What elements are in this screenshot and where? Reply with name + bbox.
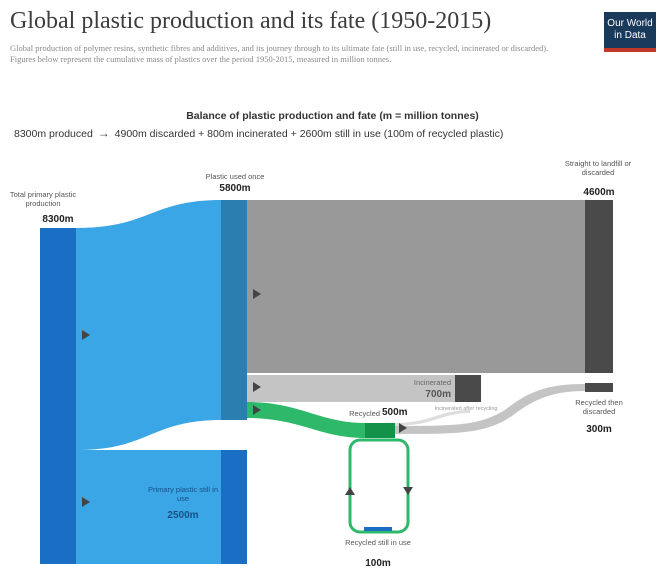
arrow-recycled-icon xyxy=(253,405,261,415)
balance-fate: 4900m discarded + 800m incinerated + 260… xyxy=(114,128,504,140)
arrow-loop-down-icon xyxy=(403,487,413,495)
value-recycled: 500m xyxy=(382,407,408,418)
flow-total-to-used-once xyxy=(76,200,222,450)
flow-recycled-to-incinerated xyxy=(395,410,470,426)
node-incinerated xyxy=(455,375,481,402)
value-recycled-discarded: 300m xyxy=(586,424,612,435)
subtitle-note: Figures below represent the cumulative m… xyxy=(10,54,392,64)
logo-line-2: in Data xyxy=(614,30,646,41)
label-recycled-discarded: Recycled then discarded xyxy=(575,398,623,416)
node-landfill xyxy=(585,200,613,373)
node-total-production xyxy=(40,228,76,564)
page-title: Global plastic production and its fate (… xyxy=(10,8,492,34)
value-recycled-still-in-use: 100m xyxy=(365,558,391,569)
balance-title: Balance of plastic production and fate (… xyxy=(186,110,479,122)
balance-produced: 8300m produced xyxy=(14,128,93,140)
value-landfill: 4600m xyxy=(583,187,615,198)
flow-recycled-to-discarded xyxy=(395,384,585,434)
label-landfill: Straight to landfill or discarded xyxy=(564,159,632,177)
flow-to-incinerated xyxy=(247,375,455,402)
arrow-recycled-out-icon xyxy=(399,423,407,433)
arrow-incinerated-icon xyxy=(253,382,261,392)
label-used-once: Plastic used once xyxy=(205,172,265,181)
subtitle: Global production of polymer resins, syn… xyxy=(10,43,610,65)
value-total-production: 8300m xyxy=(42,214,74,225)
value-incinerated: 700m xyxy=(425,389,451,400)
label-total-production: Total primary plastic production xyxy=(9,190,77,208)
node-recycled-discarded xyxy=(585,383,613,392)
node-recycled-still-in-use xyxy=(364,527,392,531)
label-recycled: Recycled xyxy=(349,409,380,418)
node-recycled xyxy=(365,423,395,438)
value-primary-still-in-use: 2500m xyxy=(167,510,199,521)
logo-line-1: Our World xyxy=(607,18,653,29)
balance-equation: 8300m produced → 4900m discarded + 800m … xyxy=(14,126,503,140)
flow-total-to-still-in-use xyxy=(76,450,221,564)
flow-to-recycled xyxy=(247,402,365,438)
arrow-loop-up-icon xyxy=(345,487,355,495)
owid-logo[interactable]: Our World in Data xyxy=(604,12,656,52)
label-recycled-still-in-use: Recycled still in use xyxy=(345,538,411,547)
arrow-total-flow-icon xyxy=(82,330,90,340)
node-primary-still-in-use xyxy=(221,450,247,564)
arrow-right-icon: → xyxy=(97,126,110,140)
label-incinerated-after-recycling: Incinerated after recycling xyxy=(434,406,498,412)
arrow-still-in-use-icon xyxy=(82,497,90,507)
flow-to-landfill xyxy=(247,200,585,373)
label-incinerated: Incinerated xyxy=(413,378,451,387)
node-used-once xyxy=(221,200,247,420)
arrow-landfill-icon xyxy=(253,289,261,299)
value-used-once: 5800m xyxy=(219,183,251,194)
flow-recycled-loop xyxy=(348,438,410,534)
subtitle-description: Global production of polymer resins, syn… xyxy=(10,43,549,53)
label-primary-still-in-use: Primary plastic still in use xyxy=(147,485,218,503)
